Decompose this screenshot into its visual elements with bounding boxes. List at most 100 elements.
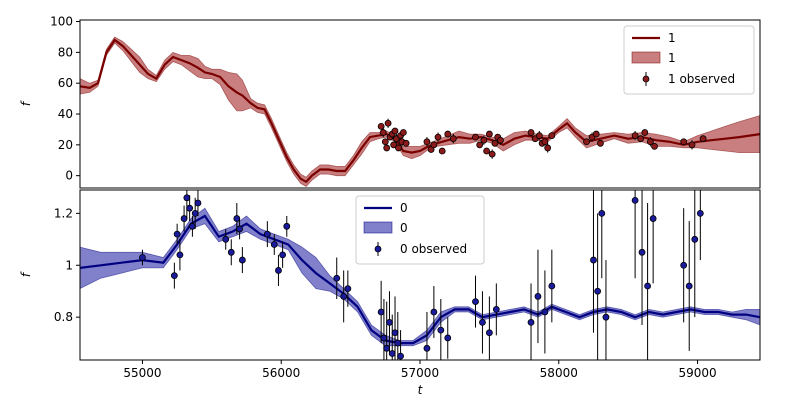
legend-entry: 1 observed	[668, 72, 735, 86]
observed-point	[449, 135, 457, 143]
observed-point	[386, 318, 393, 326]
observed-point	[590, 256, 597, 264]
observed-point	[191, 209, 199, 217]
y-tick-label: 0.8	[54, 310, 73, 324]
observed-point	[391, 127, 399, 135]
observed-point	[472, 298, 479, 306]
top-frame	[79, 19, 761, 189]
observed-point	[444, 130, 452, 138]
y-tick-label: 40	[58, 107, 73, 121]
y-tick-label: 20	[58, 138, 73, 152]
observed-point	[279, 251, 287, 259]
observed-point	[383, 144, 391, 152]
observed-point	[527, 318, 535, 326]
observed-point	[479, 318, 486, 326]
observed-point	[548, 132, 556, 139]
observed-point	[380, 334, 388, 342]
x-tick-label: 55000	[123, 366, 161, 380]
observed-point	[541, 308, 549, 316]
observed-point	[583, 138, 590, 146]
legend-band-swatch	[631, 51, 661, 64]
legend-entry: 1	[668, 31, 676, 45]
observed-point	[379, 129, 387, 136]
observed-point	[384, 119, 392, 127]
top-panel: 0 20 40 60 80 100 f 1 1 1 observed	[19, 15, 761, 189]
observed-point	[377, 308, 385, 316]
observed-point	[644, 282, 651, 290]
bottom-axes: 0.8 1 1.2 55000 56000 57000 58000 59000	[54, 206, 717, 380]
x-tick-label: 56000	[262, 366, 300, 380]
observed-point	[485, 329, 493, 337]
observed-point	[691, 235, 699, 243]
observed-point	[548, 282, 556, 290]
legend-point-swatch	[642, 75, 650, 83]
observed-point	[139, 254, 146, 261]
observed-point	[641, 129, 649, 136]
x-tick-label: 57000	[401, 366, 439, 380]
observed-point	[194, 199, 202, 207]
bottom-legend: 0 0 0 observed	[355, 195, 485, 265]
legend-entry: 0	[400, 221, 408, 235]
y-tick-label: 100	[50, 15, 73, 29]
legend-box	[623, 25, 755, 95]
observed-point	[602, 313, 610, 321]
observed-point	[388, 350, 396, 357]
legend-entry: 1	[668, 51, 676, 65]
observed-point	[541, 138, 549, 146]
observed-point	[186, 204, 194, 212]
observed-point	[236, 225, 243, 233]
observed-point	[340, 293, 348, 300]
observed-point	[631, 196, 639, 204]
observed-point	[597, 139, 604, 147]
top-ylabel: f	[19, 100, 33, 106]
observed-point	[381, 138, 389, 146]
legend-band-swatch	[363, 221, 393, 234]
observed-point	[383, 344, 391, 352]
observed-point	[275, 267, 282, 274]
observed-point	[492, 305, 500, 313]
legend-box	[355, 195, 485, 265]
observed-point	[391, 329, 399, 337]
x-tick-label: 59000	[678, 366, 716, 380]
observed-point	[651, 142, 658, 150]
observed-point	[397, 352, 404, 360]
observed-point	[183, 194, 191, 202]
y-tick-label: 0	[65, 169, 73, 183]
observed-point	[395, 144, 402, 152]
legend-point-swatch	[374, 245, 382, 253]
observed-point	[263, 230, 271, 238]
observed-point	[534, 293, 542, 300]
observed-point	[476, 141, 484, 149]
observed-point	[685, 282, 693, 290]
observed-point	[544, 144, 552, 152]
observed-point	[527, 129, 535, 136]
observed-point	[437, 326, 445, 334]
observed-point	[480, 136, 488, 144]
observed-point	[594, 287, 602, 295]
legend-entry: 0 observed	[400, 242, 467, 256]
observed-point	[170, 272, 178, 280]
uncertainty-band	[80, 36, 760, 188]
observed-point	[637, 135, 645, 143]
observed-point	[699, 135, 707, 143]
y-tick-label: 1	[65, 258, 73, 272]
observed-point	[390, 141, 398, 149]
observed-point	[688, 141, 696, 149]
observed-point	[434, 133, 442, 141]
bottom-ylabel: f	[19, 271, 33, 277]
observed-point	[444, 334, 452, 342]
observed-point	[592, 130, 600, 138]
top-plot-area	[80, 36, 760, 188]
observed-point	[189, 222, 196, 230]
y-tick-label: 60	[58, 76, 73, 90]
x-tick-label: 58000	[540, 366, 578, 380]
observed-point	[430, 141, 438, 149]
observed-point	[173, 230, 181, 238]
observed-point	[472, 133, 479, 141]
observed-point	[649, 215, 657, 222]
top-legend: 1 1 1 observed	[623, 25, 755, 95]
observed-point	[402, 139, 410, 147]
observed-point	[631, 132, 639, 139]
